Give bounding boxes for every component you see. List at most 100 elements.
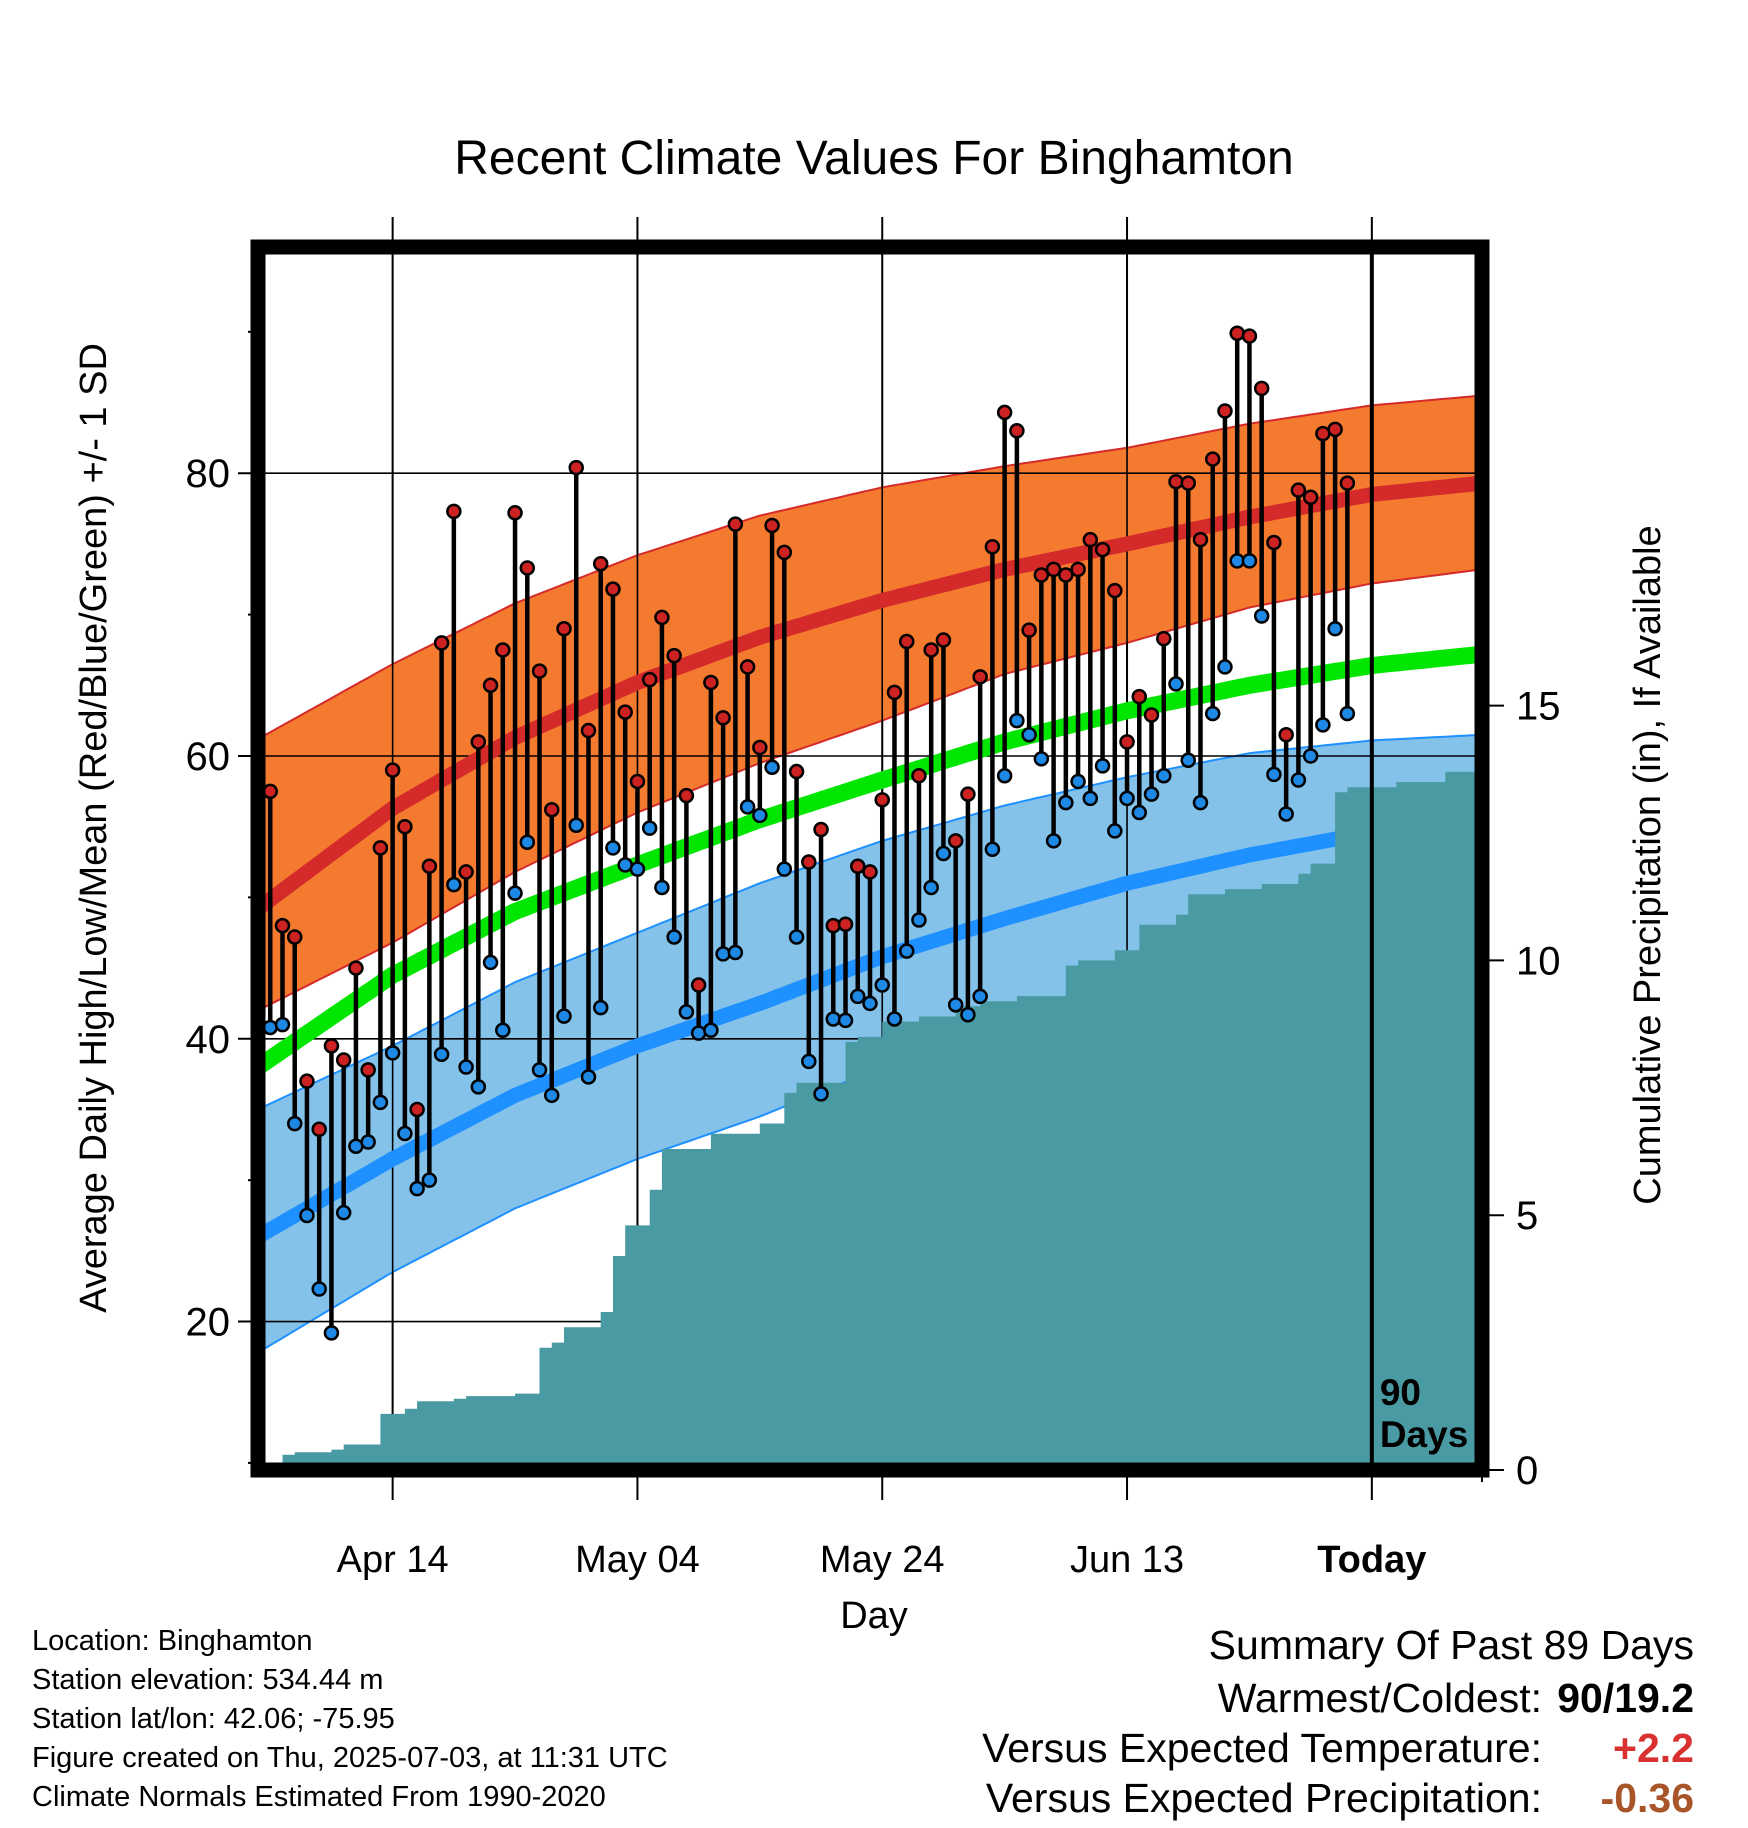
daily-low-point: [947, 997, 964, 1013]
daily-high-point: [433, 635, 450, 651]
daily-low-point: [1045, 833, 1062, 849]
plot-frame: [250, 239, 1490, 1478]
daily-high-point: [764, 517, 780, 534]
daily-high-point: [984, 538, 1001, 555]
daily-low-point: [311, 1281, 327, 1297]
y-tick-label: 40: [186, 1018, 231, 1062]
daily-high-point: [641, 671, 658, 688]
daily-low-point: [886, 1011, 903, 1027]
y2-axis-label: Cumulative Precipitation (in), If Availa…: [1627, 525, 1669, 1204]
daily-high-point: [1278, 727, 1294, 743]
daily-low-point: [482, 954, 499, 971]
daily-high-point: [825, 917, 842, 934]
y2-tick-label: 10: [1516, 939, 1561, 983]
daily-low-point: [605, 840, 621, 856]
daily-high-point: [996, 404, 1013, 421]
daily-low-point: [360, 1134, 376, 1150]
normals-text: Climate Normals Estimated From 1990-2020: [32, 1781, 606, 1813]
daily-low-point: [507, 885, 523, 901]
y2-tick-label: 15: [1516, 685, 1561, 729]
daily-low-point: [1058, 794, 1074, 811]
y2-tick-label: 5: [1516, 1194, 1538, 1238]
daily-high-point: [654, 609, 670, 626]
daily-high-point: [397, 818, 413, 835]
daily-low-point: [874, 977, 890, 993]
latlon-text: Station lat/lon: 42.06; -75.95: [32, 1703, 395, 1735]
daily-high-point: [580, 722, 597, 739]
daily-high-point: [1302, 489, 1319, 506]
daily-low-point: [1315, 717, 1331, 733]
daily-low-point: [1266, 766, 1282, 783]
summary-warm-cold: Warmest/Coldest: 90/19.2: [1218, 1675, 1694, 1722]
daily-low-point: [727, 944, 744, 961]
x-tick-label: May 04: [575, 1539, 700, 1581]
precip-value: -0.36: [1600, 1775, 1694, 1821]
daily-low-point: [996, 768, 1013, 784]
daily-low-point: [592, 999, 609, 1016]
daily-high-point: [874, 792, 890, 808]
daily-high-point: [837, 916, 854, 932]
daily-low-point: [788, 929, 805, 945]
daily-high-point: [544, 801, 560, 818]
daily-high-point: [678, 787, 695, 804]
daily-low-point: [739, 799, 756, 815]
daily-low-point: [1339, 705, 1356, 722]
daily-low-point: [409, 1180, 425, 1197]
today-days-number: 90: [1380, 1372, 1421, 1413]
x-tick-label: May 24: [820, 1539, 945, 1581]
daily-high-point: [531, 663, 548, 679]
daily-low-point: [960, 1006, 976, 1023]
daily-low-point: [776, 861, 793, 877]
daily-high-point: [1082, 531, 1099, 548]
daily-high-point: [605, 581, 621, 597]
daily-low-point: [1021, 727, 1037, 743]
daily-high-point: [862, 864, 878, 880]
elevation-text: Station elevation: 534.44 m: [32, 1664, 384, 1696]
daily-low-point: [923, 879, 939, 896]
daily-low-point: [1070, 773, 1086, 790]
temp-label: Versus Expected Temperature:: [982, 1725, 1542, 1771]
daily-low-point: [1278, 806, 1294, 822]
daily-high-point: [1266, 534, 1282, 551]
daily-high-point: [801, 854, 817, 870]
daily-high-point: [1253, 380, 1270, 397]
daily-high-point: [666, 647, 682, 664]
daily-low-point: [703, 1022, 719, 1039]
daily-low-point: [862, 995, 878, 1012]
daily-high-point: [617, 704, 633, 720]
daily-low-point: [470, 1079, 487, 1095]
daily-high-point: [446, 503, 462, 520]
daily-low-point: [446, 876, 462, 893]
daily-low-point: [1143, 786, 1160, 802]
daily-low-point: [519, 834, 536, 850]
precip-area: [270, 766, 1482, 1470]
station-info: Location: Binghamton Station elevation: …: [32, 1622, 668, 1817]
daily-low-point: [568, 817, 584, 834]
daily-low-point: [678, 1004, 695, 1020]
daily-high-point: [409, 1101, 425, 1118]
today-days-text: Days: [1380, 1414, 1468, 1455]
daily-low-point: [433, 1046, 450, 1063]
daily-high-point: [629, 773, 646, 790]
daily-high-point: [715, 710, 731, 726]
daily-high-point: [788, 763, 805, 780]
x-tick-label: Apr 14: [337, 1539, 449, 1581]
daily-high-point: [1009, 423, 1025, 439]
daily-high-point: [1070, 561, 1086, 578]
daily-high-point: [850, 858, 866, 875]
created-text: Figure created on Thu, 2025-07-03, at 11…: [32, 1742, 668, 1774]
daily-low-point: [813, 1086, 829, 1102]
daily-low-point: [850, 988, 866, 1005]
normal-high-line: [258, 475, 1482, 915]
daily-low-point: [654, 879, 670, 896]
daily-low-point: [323, 1325, 340, 1341]
daily-high-point: [923, 642, 939, 658]
daily-low-point: [1107, 823, 1123, 839]
daily-low-point: [629, 861, 646, 877]
daily-low-point: [580, 1069, 597, 1085]
daily-low-point: [1217, 659, 1233, 675]
daily-high-point: [1107, 582, 1123, 599]
warm-cold-label: Warmest/Coldest:: [1217, 1675, 1542, 1721]
temp-value: +2.2: [1613, 1725, 1694, 1771]
y-tick-label: 60: [186, 735, 231, 779]
